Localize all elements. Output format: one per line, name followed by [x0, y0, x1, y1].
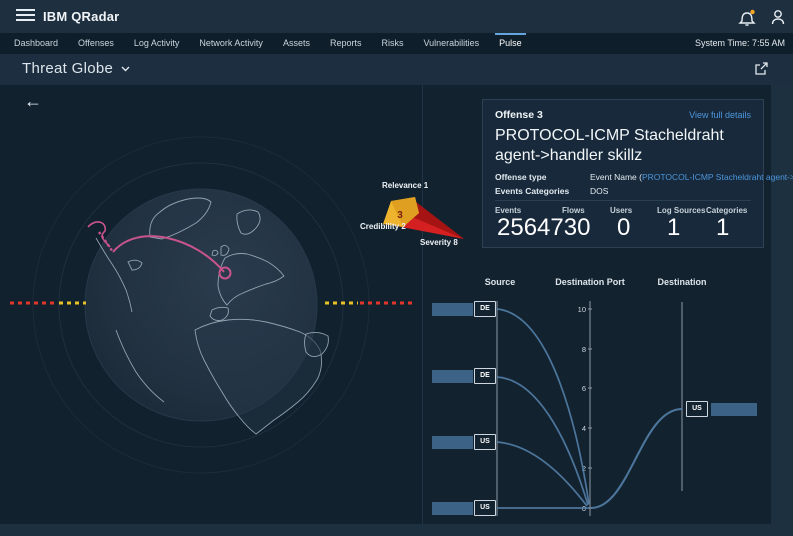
source-bar-2[interactable] [432, 370, 473, 383]
tick-8: 8 [582, 345, 586, 354]
offense-id: Offense 3 [495, 109, 543, 121]
tick-2: 2 [582, 464, 586, 473]
nav-network-activity[interactable]: Network Activity [199, 38, 263, 48]
bottom-edge-strip [0, 524, 793, 536]
launch-export-icon[interactable] [753, 61, 769, 77]
stat-value-log-sources: 1 [667, 214, 681, 242]
offense-title: PROTOCOL-ICMP Stacheldraht agent->handle… [495, 127, 724, 164]
stat-value-events: 2564730 [497, 214, 591, 242]
meta-offense-type: Offense type Event Name (PROTOCOL-ICMP S… [495, 172, 793, 182]
stat-label-users: Users [610, 206, 633, 216]
severity-label: Severity 8 [420, 238, 458, 247]
tick-4: 4 [582, 424, 586, 433]
main-nav: Dashboard Offenses Log Activity Network … [0, 33, 793, 54]
destination-badge[interactable]: US [686, 401, 708, 417]
view-full-details-link[interactable]: View full details [689, 110, 751, 120]
page-header: Threat Globe [0, 54, 793, 85]
stat-value-categories: 1 [716, 214, 730, 242]
attack-arc-main [112, 235, 225, 273]
globe-visualization [10, 136, 416, 474]
column-header-destination: Destination [657, 277, 707, 287]
menu-icon[interactable] [16, 9, 35, 23]
source-badge-4[interactable]: US [474, 500, 496, 516]
offense-card: Offense 3 View full details PROTOCOL-ICM… [482, 99, 793, 248]
nav-risks[interactable]: Risks [381, 38, 404, 48]
stat-label-events: Events [495, 206, 522, 216]
event-name-link[interactable]: PROTOCOL-ICMP Stacheldraht agent->handle… [641, 172, 793, 183]
marker-offense-number: 3 [397, 210, 403, 221]
source-badge-1[interactable]: DE [474, 301, 496, 317]
nav-vulnerabilities[interactable]: Vulnerabilities [423, 38, 480, 48]
source-bar-3[interactable] [432, 436, 473, 449]
attack-arcs [87, 221, 232, 280]
offense-stats: Events Flows Users Log Sources Categorie… [495, 200, 751, 246]
threat-marker[interactable]: Relevance 1 Credibility 2 Severity 8 3 [358, 180, 476, 252]
notification-dot [750, 9, 755, 15]
system-time: System Time: 7:55 AM [694, 38, 785, 48]
user-avatar-icon[interactable] [768, 7, 788, 27]
app-title: IBM QRadar [43, 9, 120, 24]
orbit-ring-inner [58, 162, 344, 448]
nav-dashboard[interactable]: Dashboard [14, 38, 59, 48]
destination-bar[interactable] [711, 403, 757, 416]
nav-offenses[interactable]: Offenses [78, 38, 114, 48]
nav-pulse[interactable]: Pulse [489, 33, 532, 54]
flow-chart: 10 8 6 4 2 0 [496, 301, 683, 516]
source-badge-2[interactable]: DE [474, 368, 496, 384]
attack-arc-dashes [98, 231, 114, 253]
flow-curve-destination [590, 407, 683, 510]
right-edge-strip [771, 85, 793, 536]
meta-events-categories: Events Categories DOS [495, 186, 609, 197]
severity-dart-icon: 3 [383, 197, 464, 239]
panel-divider [422, 85, 423, 536]
column-header-source: Source [484, 277, 516, 287]
source-bar-4[interactable] [432, 502, 473, 515]
flow-curve-1 [496, 308, 590, 505]
flow-curve-3 [496, 441, 588, 507]
notifications-bell-icon[interactable] [736, 7, 758, 27]
source-badge-3[interactable]: US [474, 434, 496, 450]
flow-curves [496, 308, 683, 510]
chevron-down-icon [121, 64, 130, 73]
page-title: Threat Globe [22, 60, 114, 77]
tick-10: 10 [578, 305, 586, 314]
tick-6: 6 [582, 384, 586, 393]
continents [95, 197, 329, 435]
orbit-ring-outer [32, 136, 370, 474]
nav-assets[interactable]: Assets [282, 38, 310, 48]
flow-curve-2 [496, 376, 589, 506]
view-selector[interactable]: Threat Globe [22, 60, 130, 77]
column-header-destination-port: Destination Port [555, 277, 625, 287]
credibility-label: Credibility 2 [360, 222, 406, 231]
attack-target-ring [218, 266, 232, 280]
stat-label-flows: Flows [562, 206, 585, 216]
relevance-label: Relevance 1 [382, 181, 429, 190]
stat-label-log-sources: Log Sources [657, 206, 706, 216]
nav-log-activity[interactable]: Log Activity [133, 38, 180, 48]
source-bar-1[interactable] [432, 303, 473, 316]
globe-disc [84, 188, 318, 422]
stat-value-users: 0 [617, 214, 631, 242]
stat-label-categories: Categories [706, 206, 748, 216]
top-bar: IBM QRadar [0, 0, 793, 33]
nav-reports[interactable]: Reports [329, 38, 362, 48]
back-arrow-icon[interactable]: ← [24, 91, 42, 111]
